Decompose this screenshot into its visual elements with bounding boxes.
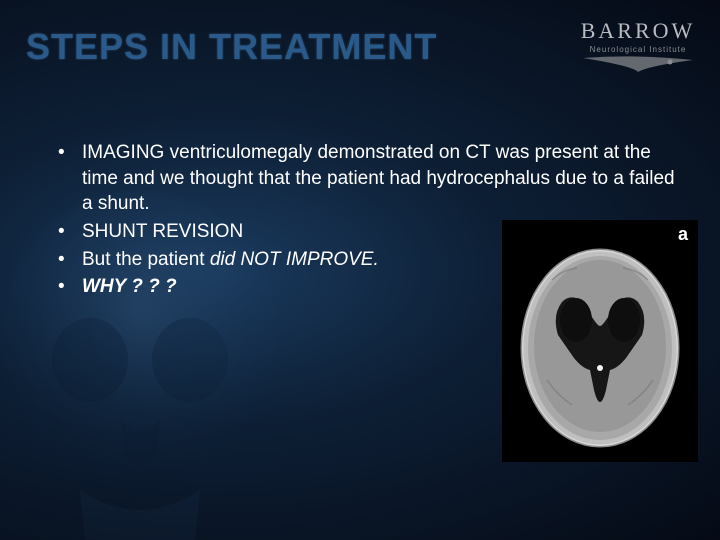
bullet-text-segment: WHY ? ? ? — [82, 276, 177, 297]
bullet-text-segment: did NOT IMPROVE. — [210, 249, 379, 270]
ct-brain-graphic — [502, 220, 698, 462]
barrow-logo: BARROW Neurological Institute — [578, 18, 698, 74]
bullet-text-segment: But the patient — [82, 249, 210, 270]
bullet-text-segment: SHUNT REVISION — [82, 221, 243, 242]
slide-title: STEPS IN TREATMENT — [26, 26, 437, 68]
bullet-text-segment: ventriculomegaly demonstrated on CT was … — [82, 142, 675, 214]
logo-swoosh-icon — [578, 56, 698, 74]
bullet-text-segment: IMAGING — [82, 142, 170, 163]
logo-subtitle: Neurological Institute — [578, 45, 698, 54]
bullet-item: IMAGING ventriculomegaly demonstrated on… — [48, 140, 690, 217]
ct-scan-panel-label: a — [678, 224, 688, 245]
ct-scan-image: a — [502, 220, 698, 462]
logo-name: BARROW — [578, 18, 698, 44]
